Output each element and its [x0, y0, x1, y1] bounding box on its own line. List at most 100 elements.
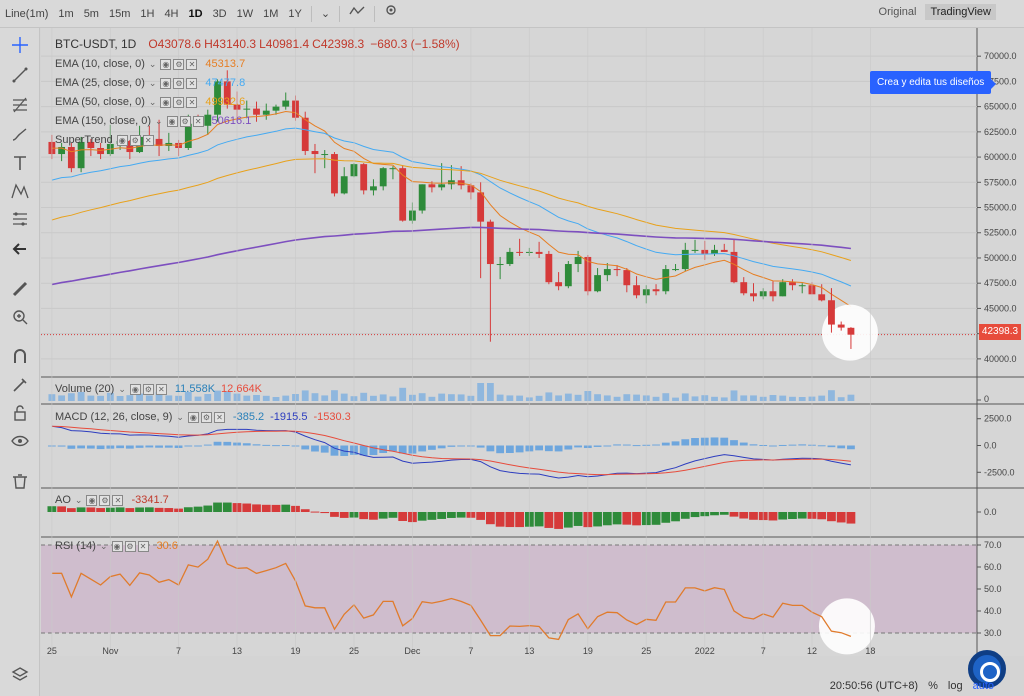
- macd-legend[interactable]: MACD (12, 26, close, 9) ⌄ ◉ ⚙ ✕ -385.2 -191…: [55, 411, 351, 423]
- macd-histogram-bar: [496, 445, 505, 454]
- ao-label: AO: [55, 494, 71, 506]
- indicator-controls[interactable]: ◉ ⚙ ✕: [160, 58, 199, 70]
- volume-bar: [262, 395, 270, 401]
- indicator-controls[interactable]: ◉ ⚙ ✕: [86, 494, 125, 506]
- chevron-down-icon[interactable]: ⌄: [148, 58, 157, 69]
- interval-button[interactable]: 1M: [263, 7, 279, 20]
- interval-button[interactable]: Line(1m): [5, 7, 49, 20]
- macd-histogram-bar: [125, 445, 134, 449]
- chevron-down-icon[interactable]: ⌄: [148, 96, 157, 107]
- indicator-controls[interactable]: ◉ ⚙ ✕: [160, 77, 199, 89]
- macd-histogram-bar: [749, 444, 758, 446]
- volume-legend[interactable]: Volume (20) ⌄ ◉ ⚙ ✕ 11.558K 12.664K: [55, 383, 262, 395]
- chevron-down-icon[interactable]: ⌄: [176, 411, 184, 422]
- toolbar-divider: [374, 5, 376, 22]
- eye-icon[interactable]: [9, 430, 31, 452]
- chart-canvas[interactable]: 70000.0 67500.0 65000.0 62500.0 60000.0 57500…: [41, 28, 1024, 656]
- volume-bar: [798, 397, 806, 401]
- candle-body: [672, 269, 679, 271]
- price-axis-label: 55000.0: [984, 203, 1017, 213]
- interval-button[interactable]: 1D: [188, 7, 203, 20]
- interval-button[interactable]: 5m: [83, 7, 99, 20]
- ao-bar: [96, 508, 105, 512]
- auto-toggle[interactable]: auto: [972, 680, 994, 692]
- view-tradingview-button[interactable]: TradingView: [925, 4, 996, 20]
- supertrend-legend[interactable]: SuperTrend ◉ ⚙ ✕: [55, 134, 156, 146]
- volume-bar: [837, 397, 845, 401]
- trash-icon[interactable]: [9, 470, 31, 492]
- ruler-icon[interactable]: [9, 278, 31, 300]
- time-axis-label: 19: [290, 646, 300, 656]
- pattern-icon[interactable]: [9, 180, 31, 202]
- macd-histogram-bar: [535, 445, 544, 451]
- ao-legend[interactable]: AO ⌄ ◉ ⚙ ✕ -3341.7: [55, 494, 169, 506]
- ao-bar: [651, 512, 661, 525]
- indicator-controls[interactable]: ◉ ⚙ ✕: [116, 134, 156, 146]
- macd-histogram-bar: [437, 445, 446, 449]
- chevron-down-icon[interactable]: ⌄: [148, 77, 157, 88]
- indicator-controls[interactable]: ◉ ⚙ ✕: [111, 540, 151, 552]
- interval-button[interactable]: 1m: [58, 7, 74, 20]
- candle-body: [652, 289, 660, 292]
- trend-line-icon[interactable]: [9, 64, 31, 86]
- volume-bar: [438, 393, 446, 401]
- chevron-down-icon[interactable]: ⌄: [155, 115, 163, 126]
- interval-button[interactable]: 3D: [212, 7, 227, 20]
- interval-button[interactable]: 15m: [108, 7, 131, 20]
- macd-histogram-bar: [262, 444, 271, 446]
- volume-bar: [681, 393, 689, 401]
- interval-button[interactable]: 1Y: [288, 7, 302, 20]
- ao-bar: [66, 508, 76, 512]
- back-arrow-icon[interactable]: [9, 238, 31, 260]
- indicator-controls[interactable]: ◉ ⚙ ✕: [187, 411, 227, 423]
- ema10-legend[interactable]: EMA (10, close, 0) ⌄ ◉ ⚙ ✕ 45313.7: [55, 58, 245, 70]
- chart-area[interactable]: 70000.0 67500.0 65000.0 62500.0 60000.0 57500…: [41, 28, 1024, 656]
- macd-histogram-bar: [252, 444, 261, 446]
- ema25-legend[interactable]: EMA (25, close, 0) ⌄ ◉ ⚙ ✕ 47477.8: [55, 77, 245, 89]
- chevron-down-icon[interactable]: ⌄: [74, 494, 83, 505]
- ao-bar: [369, 512, 378, 520]
- volume-bar: [194, 396, 202, 401]
- macd-histogram-bar: [613, 444, 621, 446]
- time-axis-label: 12: [807, 646, 817, 656]
- chevron-down-icon[interactable]: ⌄: [320, 7, 331, 20]
- volume-bar: [847, 394, 855, 401]
- volume-bar: [672, 397, 679, 401]
- indicator-controls[interactable]: ◉ ⚙ ✕: [129, 383, 169, 395]
- interval-button[interactable]: 4H: [164, 7, 179, 20]
- gear-icon[interactable]: [379, 0, 403, 28]
- text-icon[interactable]: [9, 152, 31, 174]
- chevron-down-icon[interactable]: ⌄: [118, 383, 126, 394]
- ao-bar: [719, 512, 729, 515]
- fib-icon[interactable]: [9, 94, 31, 116]
- chat-bubble-icon[interactable]: [968, 650, 1006, 688]
- chart-type-icon[interactable]: [344, 0, 370, 28]
- lock-drawing-icon[interactable]: [9, 374, 31, 396]
- ema150-legend[interactable]: EMA (150, close, 0) ⌄ ◉ ⚙ ✕ 50616.1: [55, 115, 251, 127]
- volume-bar: [272, 397, 280, 401]
- interval-button[interactable]: 1H: [140, 7, 155, 20]
- ao-bar: [749, 512, 758, 520]
- ema50-legend[interactable]: EMA (50, close, 0) ⌄ ◉ ⚙ ✕ 49932.6: [55, 96, 245, 108]
- lock-icon[interactable]: [9, 402, 31, 424]
- indicator-controls[interactable]: ◉ ⚙ ✕: [160, 96, 199, 108]
- log-toggle[interactable]: log: [947, 680, 963, 692]
- ao-bar: [690, 512, 700, 518]
- percent-toggle[interactable]: %: [928, 680, 938, 692]
- volume-bar: [447, 394, 455, 401]
- rsi-legend[interactable]: RSI (14) ⌄ ◉ ⚙ ✕ 30.6: [55, 540, 178, 552]
- crosshair-icon[interactable]: [9, 34, 31, 56]
- layers-icon[interactable]: [9, 664, 31, 686]
- chevron-down-icon[interactable]: ⌄: [99, 540, 108, 551]
- ao-bar: [485, 512, 495, 525]
- zoom-icon[interactable]: [9, 306, 31, 328]
- view-original-button[interactable]: Original: [878, 6, 917, 18]
- bottom-bar: 20:50:56 (UTC+8) % log auto: [0, 656, 1024, 696]
- interval-button[interactable]: 1W: [236, 7, 254, 20]
- candle-body: [477, 192, 485, 222]
- magnet-icon[interactable]: [9, 346, 31, 368]
- indicator-controls[interactable]: ◉ ⚙ ✕: [166, 115, 206, 127]
- prediction-icon[interactable]: [9, 208, 31, 230]
- brush-icon[interactable]: [9, 124, 31, 146]
- time-axis-label: 2022: [695, 646, 715, 656]
